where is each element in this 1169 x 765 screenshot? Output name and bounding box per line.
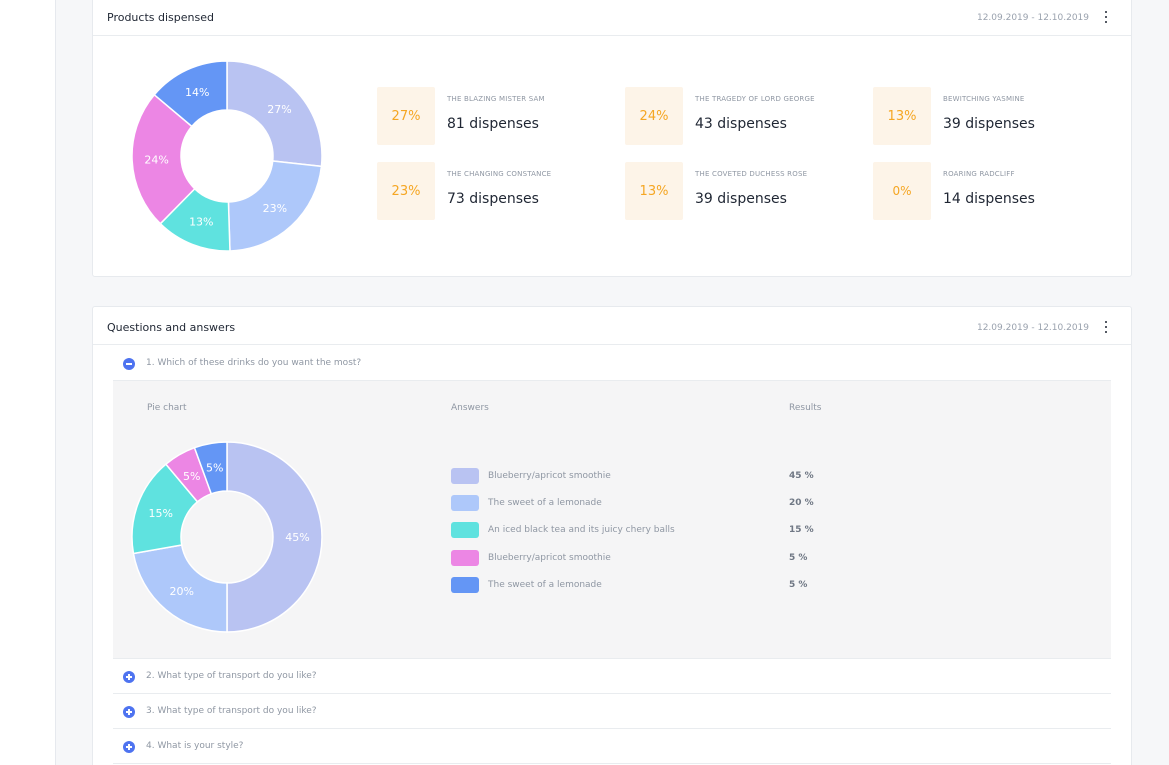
legend-swatch (451, 522, 479, 538)
percent-badge: 27% (377, 87, 435, 145)
question-row[interactable]: 1. Which of these drinks do you want the… (113, 346, 1111, 381)
date-range[interactable]: 12.09.2019 - 12.10.2019 (976, 323, 1089, 333)
answer-label: An iced black tea and its juicy chery ba… (488, 525, 675, 535)
dispense-count: 43 dispenses (695, 116, 787, 132)
question-row[interactable]: 2. What type of transport do you like? (113, 659, 1111, 694)
answer-label: Blueberry/apricot smoothie (488, 553, 611, 563)
results-heading: Results (789, 403, 822, 413)
product-stat: 27% THE BLAZING MISTER SAM 81 dispenses (377, 87, 617, 145)
answer-result: 15 % (789, 525, 814, 535)
question-row[interactable]: 3. What type of transport do you like? (113, 694, 1111, 729)
expand-icon[interactable] (123, 671, 135, 683)
answer-label: The sweet of a lemonade (488, 580, 602, 590)
slice-label: 5% (183, 470, 200, 483)
legend-swatch (451, 468, 479, 484)
pie-slice (131, 93, 196, 225)
question-answer-panel: Pie chart Answers Results 45% 20% 15% 5% 5% … (113, 381, 1111, 659)
slice-label: 15% (149, 507, 173, 520)
expand-icon[interactable] (123, 741, 135, 753)
percent-badge: 13% (625, 162, 683, 220)
percent-badge: 23% (377, 162, 435, 220)
slice-label: 23% (263, 202, 287, 215)
slice-label: 24% (144, 153, 168, 166)
slice-label: 14% (185, 86, 209, 99)
product-name: THE TRAGEDY OF LORD GEORGE (695, 95, 815, 103)
date-range[interactable]: 12.09.2019 - 12.10.2019 (976, 13, 1089, 23)
expand-icon[interactable] (123, 706, 135, 718)
legend-swatch (451, 577, 479, 593)
question-label: 1. Which of these drinks do you want the… (146, 358, 362, 368)
question-label: 3. What type of transport do you like? (146, 706, 317, 716)
answer-result: 20 % (789, 498, 814, 508)
collapse-icon[interactable] (123, 358, 135, 370)
dispense-count: 14 dispenses (943, 191, 1035, 207)
product-stat: 0% ROARING RADCLIFF 14 dispenses (873, 162, 1113, 220)
dispense-count: 39 dispenses (695, 191, 787, 207)
answer-result: 5 % (789, 553, 808, 563)
more-vertical-icon[interactable] (1101, 10, 1111, 24)
card-header: Products dispensed 12.09.2019 - 12.10.20… (93, 0, 1131, 36)
pie-slice (226, 60, 323, 168)
product-name: THE CHANGING CONSTANCE (447, 170, 552, 178)
percent-badge: 0% (873, 162, 931, 220)
products-dispensed-card: Products dispensed 12.09.2019 - 12.10.20… (92, 0, 1132, 277)
slice-label: 20% (169, 585, 193, 598)
question-label: 4. What is your style? (146, 741, 244, 751)
product-name: BEWITCHING YASMINE (943, 95, 1025, 103)
answer-label: The sweet of a lemonade (488, 498, 602, 508)
card-title: Products dispensed (107, 11, 214, 24)
slice-label: 5% (206, 462, 223, 475)
slice-label: 45% (285, 531, 309, 544)
answer-result: 5 % (789, 580, 808, 590)
answer-row: An iced black tea and its juicy chery ba… (451, 522, 871, 538)
percent-badge: 13% (873, 87, 931, 145)
left-rail (0, 0, 56, 765)
dispense-count: 39 dispenses (943, 116, 1035, 132)
answer-row: The sweet of a lemonade 20 % (451, 495, 871, 511)
card-title: Questions and answers (107, 321, 236, 334)
pie-slice (153, 60, 228, 128)
legend-swatch (451, 550, 479, 566)
product-stat: 24% THE TRAGEDY OF LORD GEORGE 43 dispen… (625, 87, 865, 145)
answer-row: Blueberry/apricot smoothie 5 % (451, 550, 871, 566)
answer-label: Blueberry/apricot smoothie (488, 471, 611, 481)
slice-label: 13% (189, 216, 213, 229)
answer-row: The sweet of a lemonade 5 % (451, 577, 871, 593)
product-name: ROARING RADCLIFF (943, 170, 1015, 178)
product-name: THE COVETED DUCHESS ROSE (695, 170, 808, 178)
products-donut-chart: 27% 23% 13% 24% 14% (131, 60, 323, 252)
pie-slice (226, 441, 323, 633)
questions-answers-card: Questions and answers 12.09.2019 - 12.10… (92, 306, 1132, 765)
dispense-count: 73 dispenses (447, 191, 539, 207)
pie-chart-heading: Pie chart (147, 403, 187, 413)
answers-heading: Answers (451, 403, 489, 413)
product-stat: 13% THE COVETED DUCHESS ROSE 39 dispense… (625, 162, 865, 220)
question-row[interactable]: 4. What is your style? (113, 729, 1111, 764)
percent-badge: 24% (625, 87, 683, 145)
answer-row: Blueberry/apricot smoothie 45 % (451, 468, 871, 484)
answer-result: 45 % (789, 471, 814, 481)
product-name: THE BLAZING MISTER SAM (447, 95, 545, 103)
pie-slice (193, 441, 228, 495)
product-stat: 23% THE CHANGING CONSTANCE 73 dispenses (377, 162, 617, 220)
slice-label: 27% (267, 103, 291, 116)
product-stat: 13% BEWITCHING YASMINE 39 dispenses (873, 87, 1113, 145)
dispense-count: 81 dispenses (447, 116, 539, 132)
answers-donut-chart: 45% 20% 15% 5% 5% (131, 441, 323, 633)
question-label: 2. What type of transport do you like? (146, 671, 317, 681)
pie-slice (227, 160, 323, 252)
pie-slice (132, 544, 228, 633)
legend-swatch (451, 495, 479, 511)
card-header: Questions and answers 12.09.2019 - 12.10… (93, 307, 1131, 345)
more-vertical-icon[interactable] (1101, 320, 1111, 334)
